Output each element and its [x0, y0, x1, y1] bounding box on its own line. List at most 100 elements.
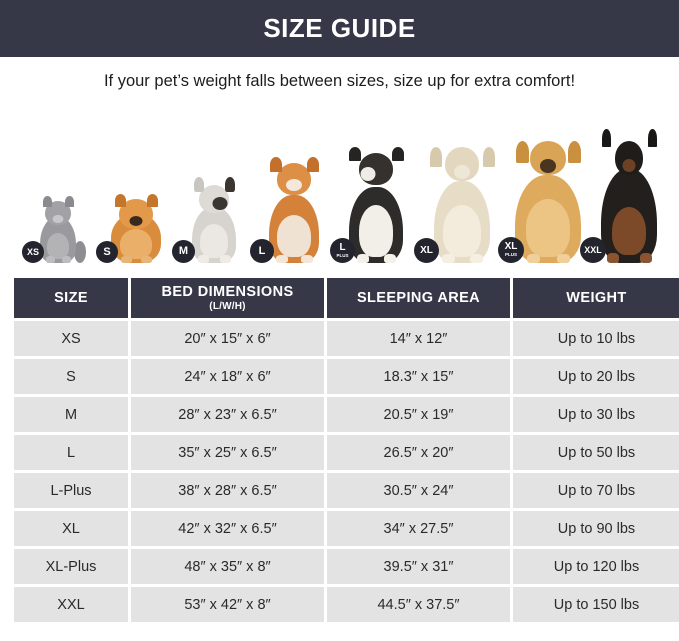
column-header-sleeping-area-label: SLEEPING AREA [356, 290, 481, 306]
golden-ear-right [568, 141, 581, 163]
badge-sublabel: PLUS [504, 252, 517, 258]
doberman-chest [612, 207, 646, 255]
bulldog-ear-left [194, 177, 204, 192]
size-badge-xl: XL [414, 238, 439, 263]
cell-weight: Up to 30 lbs [513, 397, 679, 432]
pomeranian-ear-left [115, 194, 126, 207]
cell-weight: Up to 120 lbs [513, 549, 679, 584]
cell-bed-dimensions: 48″ x 35″ x 8″ [131, 549, 324, 584]
pomeranian-paw-right [141, 256, 152, 263]
cell-size: M [14, 397, 128, 432]
animal-slot-m: M [172, 177, 256, 263]
doberman-ear-right [648, 129, 657, 147]
cell-bed-dimensions: 28″ x 23″ x 6.5″ [131, 397, 324, 432]
cell-sleeping-area: 26.5″ x 20″ [327, 435, 510, 470]
doberman-ear-left [602, 129, 611, 147]
animal-slot-xs: XS [22, 195, 94, 263]
cell-sleeping-area: 30.5″ x 24″ [327, 473, 510, 508]
border-collie-illustration-l-plus [343, 147, 409, 263]
cell-bed-dimensions: 35″ x 25″ x 6.5″ [131, 435, 324, 470]
size-badge-xxl: XXL [580, 237, 606, 263]
golden-ear-left [516, 141, 529, 163]
badge-sublabel: PLUS [336, 252, 349, 258]
cat-tail [74, 241, 86, 263]
column-header-bed-dimensions-sublabel: (L/W/H) [209, 301, 246, 312]
column-header-sleeping-area: SLEEPING AREA [327, 278, 510, 318]
labrador-muzzle [454, 165, 470, 179]
french-bulldog-illustration-m [187, 177, 241, 263]
bulldog-paw-left [198, 255, 209, 263]
subtitle-text: If your pet’s weight falls between sizes… [103, 71, 576, 90]
cell-sleeping-area: 18.3″ x 15″ [327, 359, 510, 394]
cell-size: S [14, 359, 128, 394]
labrador-ear-left [430, 147, 442, 167]
pomeranian-illustration-s [108, 187, 164, 263]
shiba-paw-right [301, 255, 313, 263]
bulldog-muzzle [212, 197, 228, 210]
cat-chest [47, 233, 69, 259]
badge-label: XL [420, 244, 433, 256]
table-row: S 24″ x 18″ x 6″ 18.3″ x 15″ Up to 20 lb… [14, 359, 679, 394]
animal-slot-l: L [250, 157, 338, 263]
table-row: M 28″ x 23″ x 6.5″ 20.5″ x 19″ Up to 30 … [14, 397, 679, 432]
pomeranian-chest [120, 229, 152, 259]
badge-label: XL [504, 241, 518, 253]
cell-weight: Up to 50 lbs [513, 435, 679, 470]
labrador-paw-left [442, 254, 455, 263]
cell-weight: Up to 10 lbs [513, 321, 679, 356]
bulldog-ear-right [225, 177, 235, 192]
collie-muzzle [360, 167, 376, 181]
labrador-illustration-xl [427, 143, 497, 263]
cat-ear-right [65, 196, 74, 207]
badge-label: M [178, 245, 189, 257]
cell-sleeping-area: 34″ x 27.5″ [327, 511, 510, 546]
bulldog-paw-right [220, 255, 231, 263]
badge-label: S [103, 245, 111, 258]
page-title: SIZE GUIDE [263, 13, 416, 43]
size-badge-xs: XS [22, 241, 44, 263]
shiba-muzzle [286, 179, 302, 191]
collie-paw-right [384, 254, 396, 263]
pomeranian-muzzle [129, 216, 143, 226]
bulldog-chest [200, 224, 228, 258]
page-header-bar: SIZE GUIDE [0, 0, 679, 57]
cell-size: XXL [14, 587, 128, 622]
size-badge-m: M [172, 240, 195, 263]
cell-sleeping-area: 39.5″ x 31″ [327, 549, 510, 584]
shiba-ear-right [307, 157, 319, 172]
cell-bed-dimensions: 42″ x 32″ x 6.5″ [131, 511, 324, 546]
cat-illustration-xs [34, 195, 86, 263]
table-row: XL 42″ x 32″ x 6.5″ 34″ x 27.5″ Up to 90… [14, 511, 679, 546]
size-chart-table: SIZE BED DIMENSIONS (L/W/H) SLEEPING ARE… [11, 275, 679, 625]
badge-label: XS [26, 246, 39, 257]
pomeranian-ear-right [147, 194, 158, 207]
animal-size-illustrations: XS S M [0, 105, 679, 275]
cell-weight: Up to 90 lbs [513, 511, 679, 546]
cat-ear-left [43, 196, 52, 207]
badge-label: L [258, 244, 266, 257]
size-badge-xl-plus: XL PLUS [498, 237, 524, 263]
labrador-paw-right [470, 254, 483, 263]
cat-muzzle [52, 215, 64, 223]
golden-retriever-illustration-xl-plus [509, 137, 587, 263]
shiba-paw-left [276, 255, 288, 263]
pomeranian-paw-left [121, 256, 132, 263]
doberman-paw-right [640, 253, 652, 263]
collie-chest [359, 205, 393, 257]
table-header: SIZE BED DIMENSIONS (L/W/H) SLEEPING ARE… [14, 278, 679, 318]
badge-label: L [339, 241, 346, 253]
cell-weight: Up to 70 lbs [513, 473, 679, 508]
cell-size: XL [14, 511, 128, 546]
cell-size: L [14, 435, 128, 470]
size-badge-l: L [250, 239, 274, 263]
shiba-chest [277, 215, 311, 257]
collie-ear-left [349, 147, 361, 161]
cell-size: XL-Plus [14, 549, 128, 584]
table-body: XS 20″ x 15″ x 6″ 14″ x 12″ Up to 10 lbs… [14, 321, 679, 622]
column-header-bed-dimensions-label: BED DIMENSIONS [161, 284, 294, 300]
column-header-bed-dimensions: BED DIMENSIONS (L/W/H) [131, 278, 324, 318]
cell-sleeping-area: 14″ x 12″ [327, 321, 510, 356]
cell-size: L-Plus [14, 473, 128, 508]
collie-paw-left [357, 254, 369, 263]
labrador-ear-right [483, 147, 495, 167]
